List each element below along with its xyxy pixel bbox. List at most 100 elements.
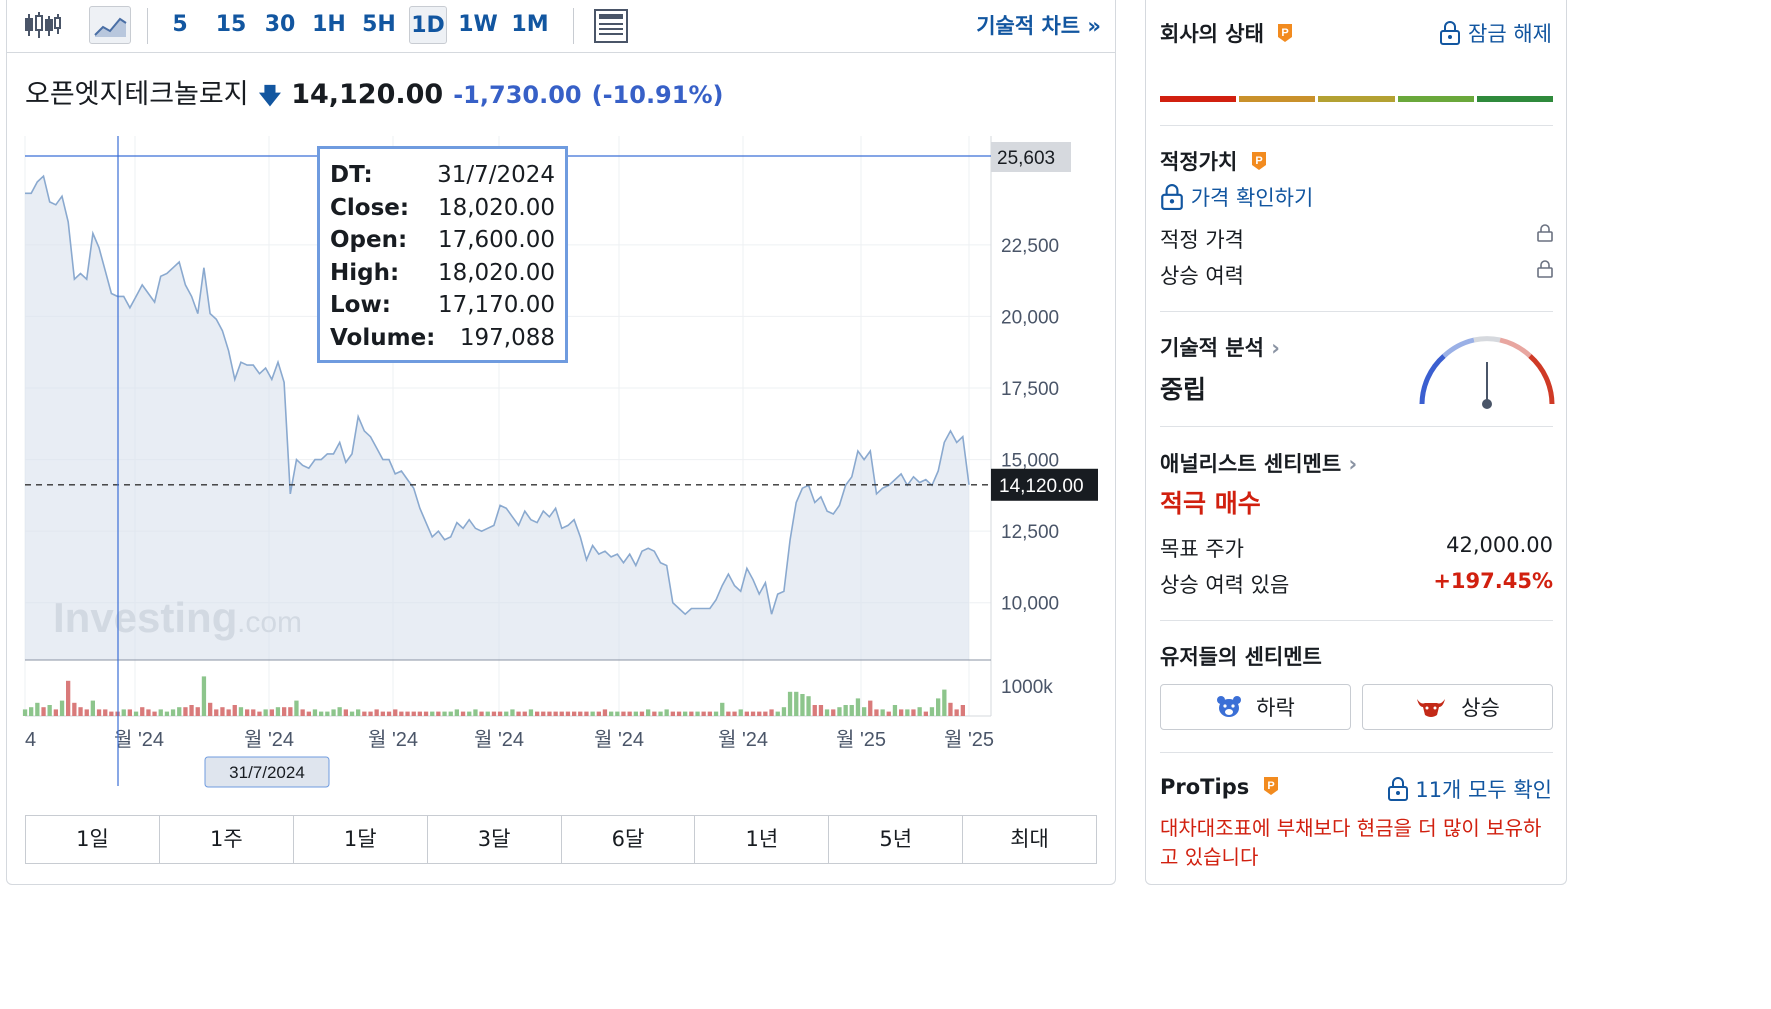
volume-bar xyxy=(892,705,898,716)
technical-analysis-title[interactable]: 기술적 분석 › xyxy=(1160,336,1280,360)
upside-row: 상승 여력 xyxy=(1160,260,1553,290)
price-change-percent: (-10.91%) xyxy=(591,81,724,109)
volume-bar xyxy=(738,709,743,716)
view-all-tips-link[interactable]: 11개 모두 확인 xyxy=(1387,774,1552,804)
volume-bar xyxy=(436,711,441,716)
interval-button-30[interactable]: 30 xyxy=(264,12,296,37)
range-tab[interactable]: 3달 xyxy=(428,816,562,863)
volume-bar xyxy=(201,676,207,716)
volume-bar xyxy=(621,711,626,716)
interval-button-15[interactable]: 15 xyxy=(215,12,247,37)
y-tick-label: 10,000 xyxy=(1001,594,1059,615)
technical-chart-link[interactable]: 기술적 차트 » xyxy=(976,14,1101,38)
interval-button-1m[interactable]: 1M xyxy=(511,12,549,37)
upside-potential-value: +197.45% xyxy=(1433,569,1553,593)
y-tick-label: 22,500 xyxy=(1001,236,1059,257)
volume-bar xyxy=(96,709,102,716)
x-tick-label: 월 '24 xyxy=(368,728,418,751)
volume-bar xyxy=(251,709,256,716)
volume-bar xyxy=(84,709,89,716)
volume-bar xyxy=(35,702,40,716)
bullish-button[interactable]: 상승 xyxy=(1362,684,1553,730)
candlestick-chart-icon[interactable] xyxy=(23,8,63,42)
volume-bar xyxy=(578,711,583,716)
analyst-sentiment-title[interactable]: 애널리스트 센티멘트 › xyxy=(1160,452,1358,476)
volume-bar xyxy=(325,711,330,716)
volume-bar xyxy=(269,709,274,716)
volume-bar xyxy=(676,711,682,716)
divider xyxy=(1160,752,1553,753)
area-chart-icon[interactable] xyxy=(89,6,131,44)
volume-bar xyxy=(750,711,756,716)
price-line xyxy=(24,174,970,616)
volume-bar xyxy=(485,711,490,716)
volume-bar xyxy=(787,691,793,716)
volume-bar xyxy=(423,711,429,716)
volume-bar xyxy=(109,711,114,716)
volume-bar xyxy=(177,707,182,716)
company-sidebar: 회사의 상태 P 잠금 해제 적정가치 P 가격 확인하기 적정 가격 상승 여… xyxy=(1145,0,1567,885)
volume-bar xyxy=(775,711,780,716)
range-tab[interactable]: 1년 xyxy=(695,816,830,863)
volume-bar xyxy=(936,698,941,716)
check-price-link[interactable]: 가격 확인하기 xyxy=(1160,182,1313,212)
lock-icon xyxy=(1440,21,1461,45)
technical-rating: 중립 xyxy=(1160,375,1207,404)
interval-button-1h[interactable]: 1H xyxy=(312,12,346,37)
volume-bar xyxy=(460,711,466,716)
bearish-button[interactable]: 하락 xyxy=(1160,684,1351,730)
interval-button-5h[interactable]: 5H xyxy=(362,12,396,37)
x-tick-label: 월 '24 xyxy=(114,728,164,751)
volume-bar xyxy=(837,707,842,716)
price-change: -1,730.00 xyxy=(453,81,582,109)
y-tick-label: 20,000 xyxy=(1001,307,1059,328)
crosshair-date-label: 31/7/2024 xyxy=(229,763,305,782)
range-tab[interactable]: 1달 xyxy=(294,816,428,863)
volume-bar xyxy=(948,702,953,716)
volume-bar xyxy=(362,711,367,716)
crosshair-price-tag xyxy=(991,142,1071,172)
volume-bar xyxy=(430,711,435,716)
volume-bar xyxy=(942,689,947,716)
news-overlay-icon[interactable] xyxy=(593,8,629,44)
volume-bar xyxy=(263,709,268,716)
range-tab[interactable]: 1주 xyxy=(160,816,294,863)
range-tab[interactable]: 5년 xyxy=(829,816,964,863)
range-tab[interactable]: 최대 xyxy=(1010,827,1049,851)
volume-bar xyxy=(609,711,614,716)
interval-button-5[interactable]: 5 xyxy=(172,12,188,37)
lock-icon xyxy=(1537,260,1553,278)
volume-bar xyxy=(683,711,688,716)
interval-button-1d[interactable]: 1D xyxy=(409,6,447,44)
tooltip-value: 197,088 xyxy=(459,324,555,351)
range-tab[interactable]: 1일 xyxy=(26,816,160,863)
volume-bar xyxy=(121,709,126,716)
volume-bar xyxy=(899,709,904,716)
volume-bar xyxy=(960,705,965,716)
range-tab[interactable]: 6달 xyxy=(562,816,696,863)
volume-bar xyxy=(855,698,861,716)
volume-bar xyxy=(343,709,348,716)
volume-bar xyxy=(547,711,552,716)
price-chart[interactable]: Investing.com22,50020,00017,50015,00012,… xyxy=(7,0,1115,800)
unlock-status-link[interactable]: 잠금 해제 xyxy=(1439,18,1552,48)
pro-badge-icon: P xyxy=(1251,152,1266,170)
volume-bar xyxy=(565,711,571,716)
volume-bar xyxy=(553,711,558,716)
interval-button-1w[interactable]: 1W xyxy=(458,12,498,37)
volume-bar xyxy=(103,709,108,716)
current-price-tag xyxy=(991,468,1098,501)
volume-bar xyxy=(189,705,194,716)
stock-name: 오픈엣지테크놀로지 xyxy=(25,79,249,110)
volume-bar xyxy=(590,711,595,716)
volume-bar xyxy=(399,711,404,716)
last-price: 14,120.00 xyxy=(291,79,444,110)
volume-bar xyxy=(90,700,95,716)
tooltip-value: 18,020.00 xyxy=(437,194,555,221)
volume-bar xyxy=(467,711,472,716)
crosshair-tooltip: DT: 31/7/2024 Close: 18,020.00 Open: 17,600.0… xyxy=(317,146,568,363)
volume-bar xyxy=(29,707,34,716)
volume-bar xyxy=(405,711,410,716)
volume-bar xyxy=(374,709,379,716)
volume-bar xyxy=(713,711,719,716)
